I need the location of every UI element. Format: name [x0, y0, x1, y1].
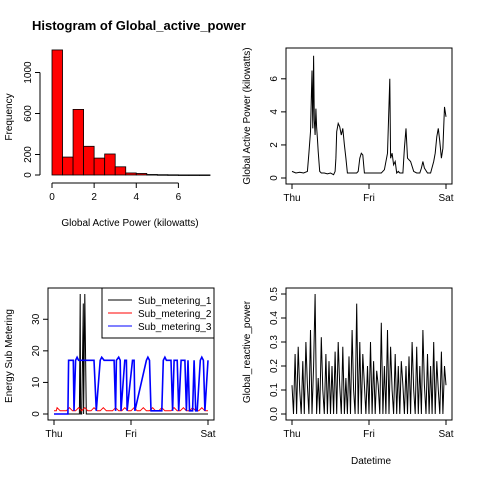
y-tick-label: 30 — [31, 313, 42, 325]
legend-label-sub-metering-1: Sub_metering_1 — [138, 296, 212, 307]
x-tick-label: 0 — [49, 192, 55, 203]
reactive-power-panel: Datetime Global_reactive_power Thu Fri Sat… — [242, 287, 454, 467]
y-tick-label: 0.0 — [269, 407, 280, 421]
active-power-y-axis: 0 2 4 6 — [269, 76, 287, 181]
sub-metering-legend: Sub_metering_1 Sub_metering_2 Sub_meteri… — [101, 287, 215, 339]
sub-metering-x-axis: Thu Fri Sat — [45, 419, 216, 440]
histogram-bar — [177, 174, 190, 176]
histogram-title: Histogram of Global_active_power — [32, 18, 246, 33]
x-tick-label: 6 — [176, 192, 182, 203]
series-line-2 — [54, 406, 208, 412]
y-tick-label: 0 — [23, 172, 34, 178]
histogram-bar — [135, 173, 148, 176]
histogram-bar — [51, 49, 63, 176]
y-tick-label: 0 — [269, 175, 280, 181]
y-tick-label: 0.2 — [269, 359, 280, 373]
x-tick-label: 4 — [133, 192, 139, 203]
x-tick-label: Thu — [283, 429, 300, 440]
y-tick-label: 2 — [269, 142, 280, 148]
y-tick-label: 20 — [31, 345, 42, 357]
y-tick-label: 6 — [269, 76, 280, 82]
x-tick-label: Sat — [200, 429, 215, 440]
y-tick-label: 0.1 — [269, 383, 280, 397]
x-tick-label: 2 — [91, 192, 97, 203]
active-power-series — [291, 55, 447, 176]
reactive-power-xlabel: Datetime — [351, 456, 391, 467]
x-tick-label: Fri — [125, 429, 137, 440]
series-line-3 — [54, 355, 209, 415]
histogram-bar — [199, 174, 211, 176]
x-tick-label: Thu — [45, 429, 62, 440]
active-power-ylabel: Global Active Power (kilowatts) — [242, 47, 253, 184]
active-power-x-axis: Thu Fri Sat — [283, 183, 454, 204]
y-tick-label: 0.4 — [269, 311, 280, 325]
series-line-1 — [54, 293, 208, 415]
histogram-bar — [146, 174, 158, 176]
histogram-bar — [93, 157, 106, 176]
reactive-power-series — [291, 293, 447, 415]
x-tick-label: Sat — [438, 193, 453, 204]
x-tick-label: Fri — [363, 193, 375, 204]
y-tick-label: 600 — [23, 105, 34, 122]
histogram-x-axis: 0 2 4 6 — [49, 182, 182, 203]
histogram-bar — [167, 174, 179, 176]
legend-label-sub-metering-3: Sub_metering_3 — [138, 322, 212, 333]
x-tick-label: Fri — [363, 429, 375, 440]
series-line-1 — [291, 293, 447, 415]
active-power-panel: Global Active Power (kilowatts) Thu Fri Sa… — [242, 47, 454, 204]
histogram-ylabel: Frequency — [4, 93, 15, 140]
sub-metering-panel: Energy Sub Metering Thu Fri Sat 0 10 20 30 Su… — [4, 287, 216, 440]
histogram-bar — [83, 145, 95, 176]
series-line-1 — [291, 55, 447, 176]
histogram-bar — [156, 174, 169, 176]
sub-metering-series — [54, 293, 209, 415]
histogram-y-axis: 0 200 600 1000 — [23, 61, 41, 178]
reactive-power-x-axis: Thu Fri Sat — [283, 419, 454, 440]
y-tick-label: 0.5 — [269, 287, 280, 301]
y-tick-label: 200 — [23, 146, 34, 163]
histogram-bars — [51, 49, 211, 176]
y-tick-label: 0.3 — [269, 335, 280, 349]
sub-metering-y-axis: 0 10 20 30 — [31, 313, 49, 417]
y-tick-label: 10 — [31, 376, 42, 388]
histogram-panel: Histogram of Global_active_power Global … — [4, 18, 246, 229]
histogram-bar — [104, 153, 116, 176]
reactive-power-y-axis: 0.0 0.1 0.2 0.3 0.4 0.5 — [269, 287, 287, 421]
legend-label-sub-metering-2: Sub_metering_2 — [138, 309, 212, 320]
histogram-xlabel: Global Active Power (kilowatts) — [61, 218, 198, 229]
y-tick-label: 1000 — [23, 61, 34, 84]
histogram-bar — [188, 174, 200, 176]
y-tick-label: 0 — [31, 411, 42, 417]
x-tick-label: Sat — [438, 429, 453, 440]
reactive-power-ylabel: Global_reactive_power — [242, 300, 253, 403]
histogram-bar — [114, 166, 127, 176]
y-tick-label: 4 — [269, 109, 280, 115]
histogram-bar — [125, 172, 137, 176]
sub-metering-ylabel: Energy Sub Metering — [4, 309, 15, 403]
histogram-bar — [72, 109, 84, 176]
histogram-bar — [62, 156, 74, 176]
x-tick-label: Thu — [283, 193, 300, 204]
